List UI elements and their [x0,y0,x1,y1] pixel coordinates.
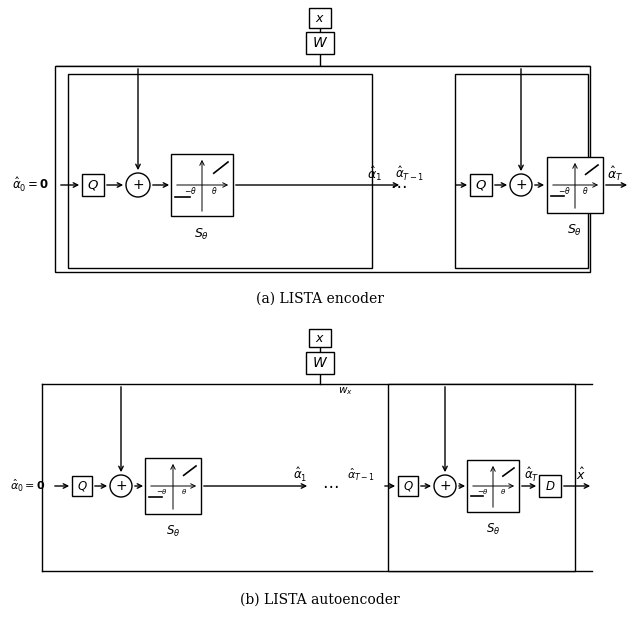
Text: $Q$: $Q$ [475,178,487,192]
Circle shape [126,173,150,197]
Bar [467,460,519,512]
Bar [470,174,492,196]
Bar [55,66,590,272]
Bar [145,458,201,514]
Text: $\hat{\alpha}_0 = \mathbf{0}$: $\hat{\alpha}_0 = \mathbf{0}$ [10,478,45,494]
Bar [72,476,92,496]
Text: $\hat{\alpha}_1$: $\hat{\alpha}_1$ [293,466,307,484]
Text: $\theta$: $\theta$ [211,185,217,197]
Bar [68,74,372,268]
Circle shape [434,475,456,497]
Bar [171,154,233,216]
Bar [388,384,575,571]
Bar [547,157,603,213]
Circle shape [110,475,132,497]
Text: (b) LISTA autoencoder: (b) LISTA autoencoder [240,593,400,607]
Text: $+$: $+$ [439,479,451,493]
Text: $\theta$: $\theta$ [582,185,589,197]
Text: $S_\theta$: $S_\theta$ [195,227,209,242]
Text: $+$: $+$ [132,178,144,192]
Bar [306,352,334,374]
Text: $S_\theta$: $S_\theta$ [568,223,582,238]
Text: $S_\theta$: $S_\theta$ [486,522,500,537]
Text: $\theta$: $\theta$ [500,488,506,496]
Text: $Q$: $Q$ [77,479,88,493]
Text: $w_x$: $w_x$ [338,385,353,397]
Text: $\hat{\alpha}_1$: $\hat{\alpha}_1$ [367,165,382,183]
Bar [398,476,418,496]
Text: $-\theta$: $-\theta$ [184,185,196,197]
Text: $\theta$: $\theta$ [180,488,187,496]
Text: (a) LISTA encoder: (a) LISTA encoder [256,292,384,306]
Text: $-\theta$: $-\theta$ [558,185,571,197]
Text: $\hat{\alpha}_0 = \mathbf{0}$: $\hat{\alpha}_0 = \mathbf{0}$ [12,176,49,194]
Bar [539,475,561,497]
Text: $x$: $x$ [315,332,325,345]
Text: $W$: $W$ [312,36,328,50]
Text: $Q$: $Q$ [87,178,99,192]
Text: $\hat{\alpha}_{T-1}$: $\hat{\alpha}_{T-1}$ [395,165,424,183]
Text: $\hat{\alpha}_T$: $\hat{\alpha}_T$ [607,165,623,183]
Bar [306,32,334,54]
Text: $W$: $W$ [312,356,328,370]
Text: $\hat{x}$: $\hat{x}$ [576,467,586,483]
Text: $\hat{\alpha}_T$: $\hat{\alpha}_T$ [524,466,540,484]
Text: $D$: $D$ [545,480,556,493]
Bar [82,174,104,196]
Text: $x$: $x$ [315,11,325,24]
Text: $w_x$: $w_x$ [370,67,386,79]
Text: $\hat{\alpha}_{T-1}$: $\hat{\alpha}_{T-1}$ [347,467,375,483]
Text: $-\theta$: $-\theta$ [477,488,489,496]
Text: $-\theta$: $-\theta$ [156,488,168,496]
Circle shape [510,174,532,196]
Bar [309,8,331,28]
Text: $Q$: $Q$ [403,479,413,493]
Text: $+$: $+$ [115,479,127,493]
Bar [455,74,588,268]
Bar [309,329,331,347]
Text: $\cdots$: $\cdots$ [390,177,407,193]
Text: $S_\theta$: $S_\theta$ [166,524,180,539]
Text: $+$: $+$ [515,178,527,192]
Text: $\cdots$: $\cdots$ [322,478,339,494]
